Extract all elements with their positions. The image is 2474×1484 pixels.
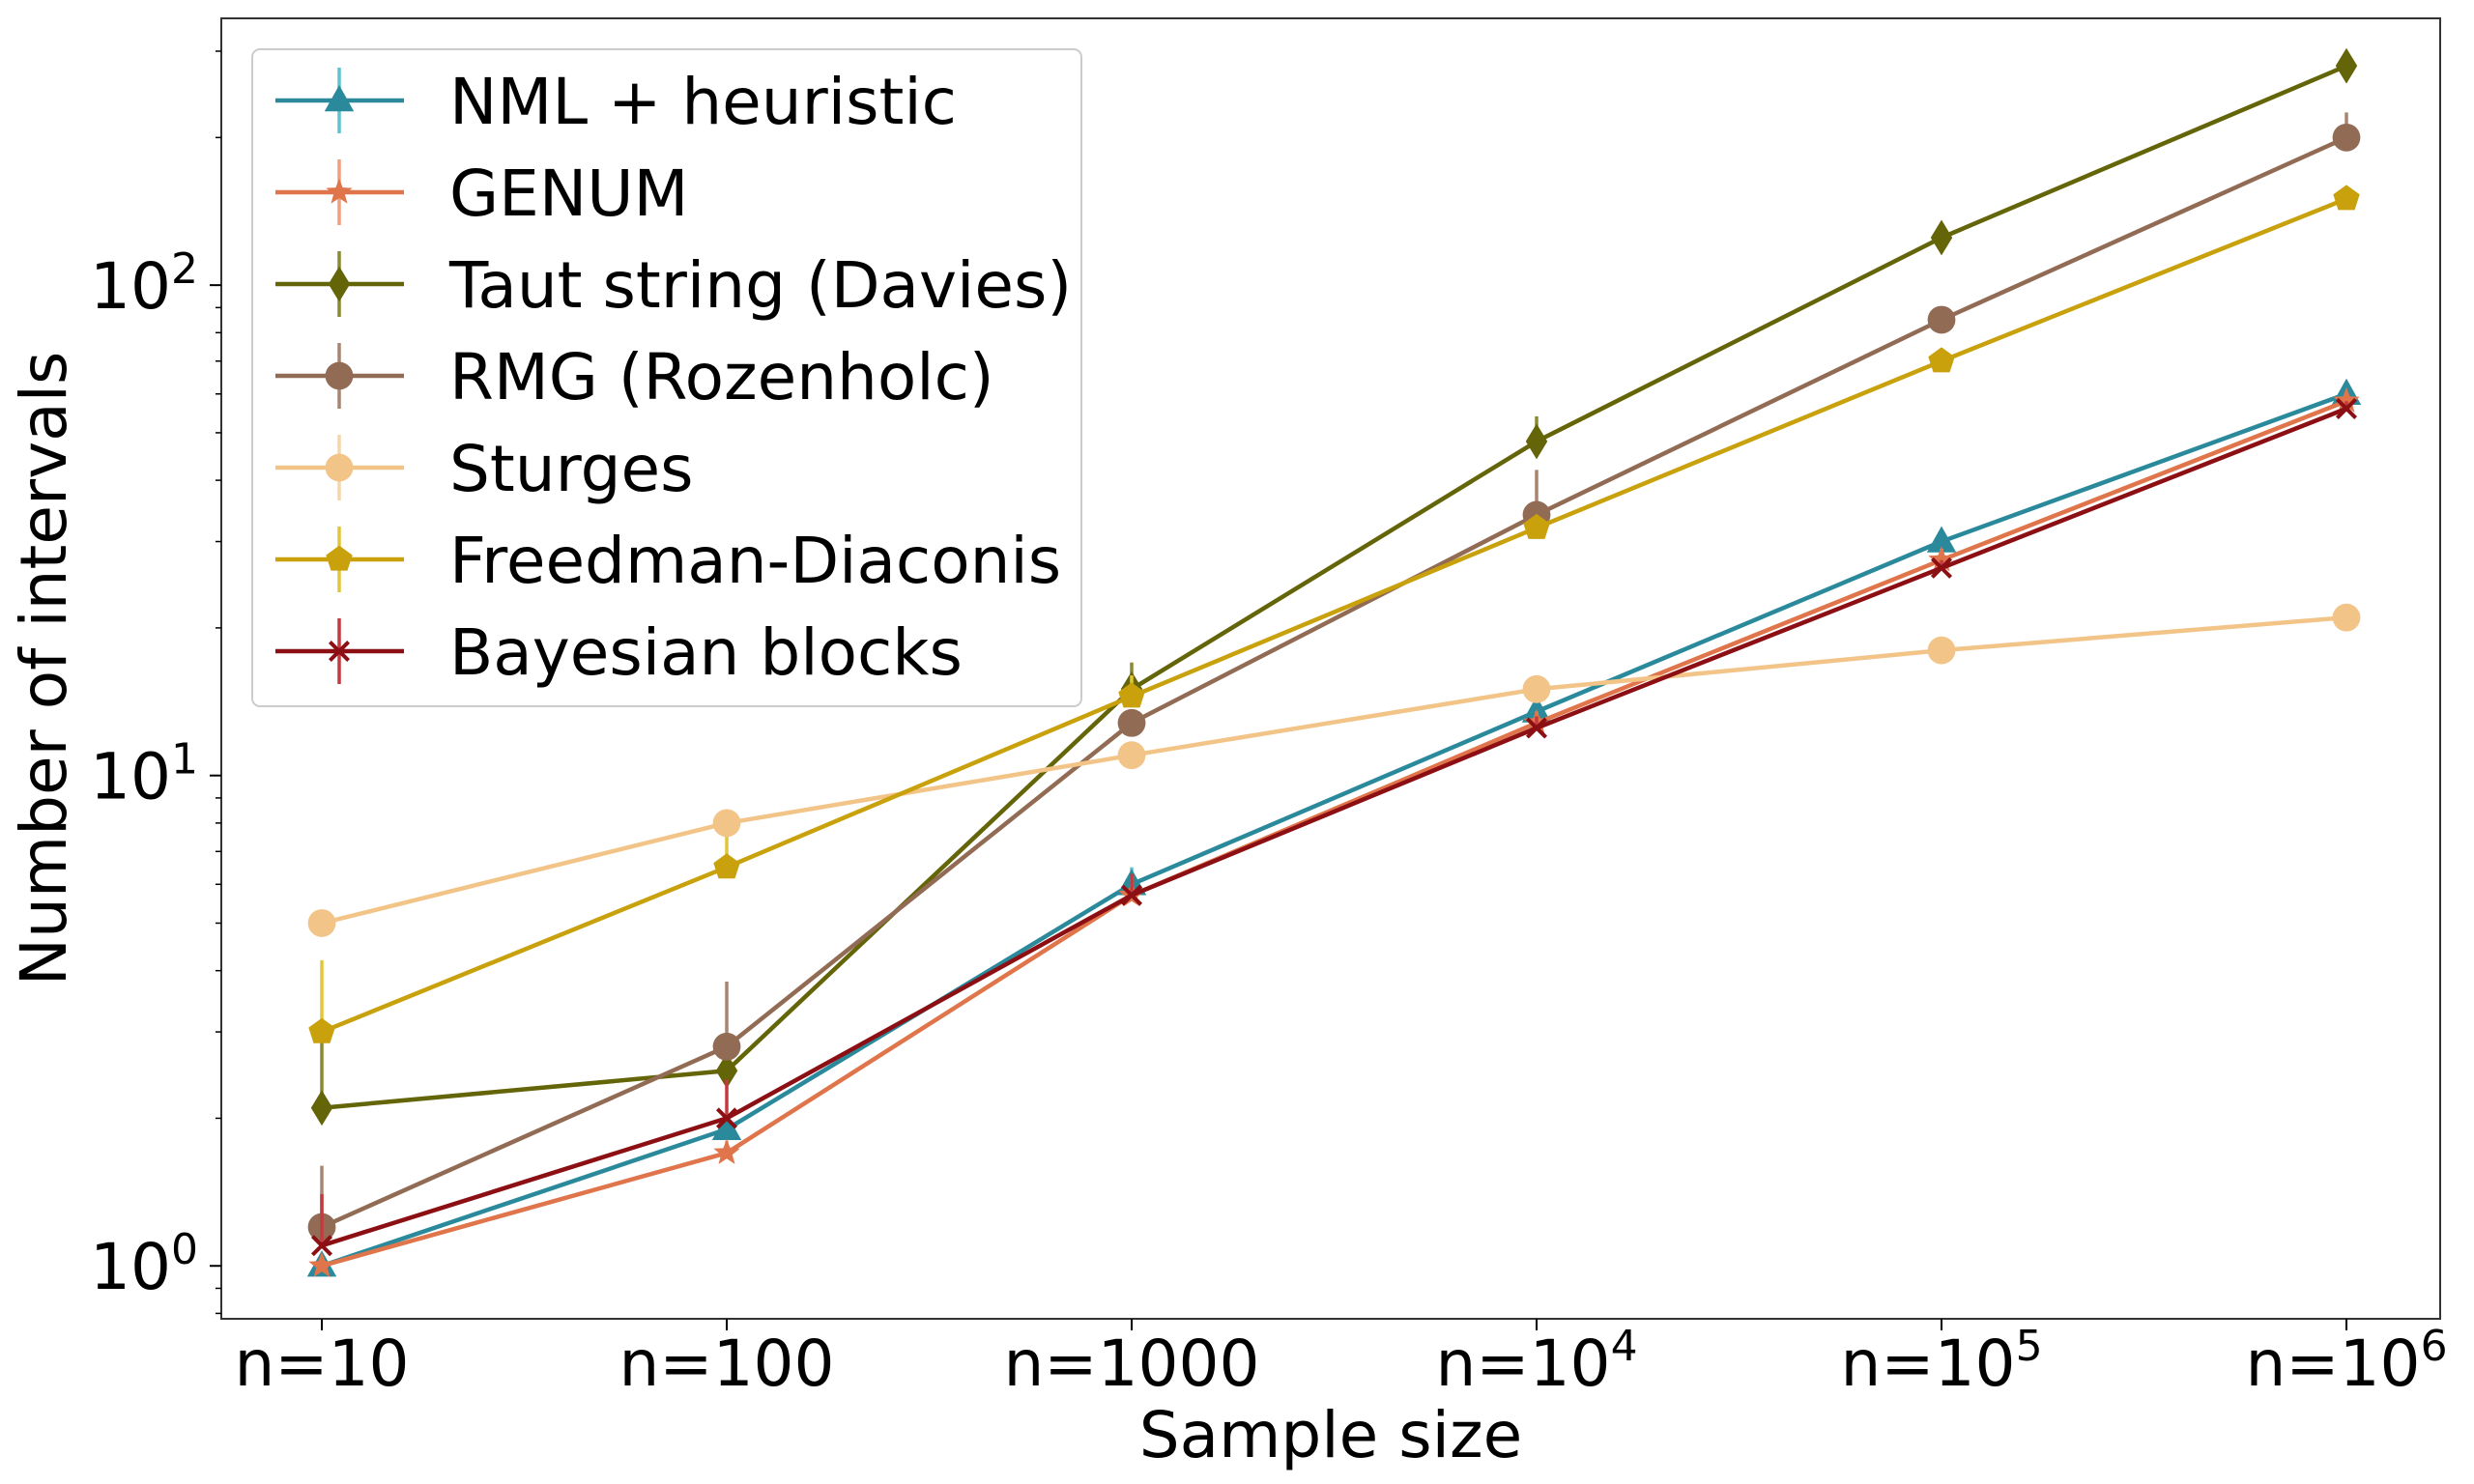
data-point: [713, 1138, 740, 1164]
data-point: [2332, 603, 2361, 632]
plot-frame: [220, 17, 2441, 1320]
data-point: [712, 1032, 741, 1061]
series-line: [321, 135, 2347, 1230]
legend-label: Taut string (Davies): [448, 248, 1072, 323]
legend-item: RMG (Rozenholc): [275, 340, 994, 414]
series-line: [321, 406, 2347, 1248]
legend-label: NML + heuristic: [449, 65, 957, 139]
data-point: [713, 853, 740, 879]
data-point: [2335, 397, 2358, 419]
x-axis-label: Sample size: [1139, 1398, 1522, 1472]
legend-item: NML + heuristic: [275, 65, 957, 139]
x-tick-label: n=106: [2245, 1322, 2447, 1401]
data-point: [712, 809, 741, 838]
data-point: [1927, 305, 1956, 334]
x-tick-label: n=104: [1435, 1322, 1637, 1401]
series-5: [307, 603, 2361, 937]
legend-item: GENUM: [275, 157, 688, 231]
data-point: [308, 1251, 335, 1277]
legend-marker: [326, 545, 353, 571]
data-point: [2333, 386, 2360, 413]
data-point: [1118, 682, 1145, 708]
data-point: [1525, 423, 1548, 460]
legend-marker: [326, 178, 353, 204]
series-7: [310, 397, 2358, 1257]
legend-marker: [325, 361, 354, 390]
legend-marker: [324, 85, 355, 112]
legend-label: Sturges: [449, 432, 693, 506]
x-tick-label: n=100: [618, 1327, 834, 1401]
series-layer: [306, 47, 2362, 1277]
data-point: [310, 1090, 333, 1127]
legend-label: GENUM: [449, 157, 688, 231]
legend-item: Sturges: [275, 432, 693, 506]
data-point: [1930, 219, 1953, 256]
data-point: [1930, 556, 1953, 579]
legend-label: RMG (Rozenholc): [449, 340, 994, 414]
series-line: [321, 614, 2347, 926]
data-point: [715, 1052, 738, 1089]
series-4: [307, 112, 2361, 1241]
legend-item: Freedman-Diaconis: [275, 524, 1061, 598]
series-line: [321, 391, 2347, 1269]
data-point: [2335, 47, 2358, 84]
y-tick-label: 102: [90, 244, 198, 324]
series-line: [321, 196, 2347, 1035]
legend-marker: [328, 266, 351, 302]
legend-item: Taut string (Davies): [275, 248, 1072, 323]
data-point: [1117, 708, 1146, 737]
y-tick-label: 100: [90, 1225, 198, 1304]
x-tick-label: n=1000: [1003, 1327, 1259, 1401]
data-point: [308, 1017, 335, 1043]
data-point: [1525, 717, 1548, 739]
y-tick-label: 101: [90, 735, 198, 814]
y-axis-label: Number of intervals: [7, 352, 81, 986]
x-tick-label: n=10: [234, 1327, 409, 1401]
data-point: [307, 909, 336, 937]
data-point: [310, 1235, 333, 1257]
x-tick-label: n=105: [1840, 1322, 2042, 1401]
axis-layer: n=10 n=100 n=1000 n=104 n=105 n=106 100 101 102: [90, 50, 2448, 1401]
legend-label: Bayesian blocks: [449, 615, 963, 690]
data-point: [2333, 185, 2360, 211]
legend: NML + heuristic GENUM Taut string (Davies)…: [251, 48, 1082, 707]
data-point: [1928, 546, 1955, 572]
data-point: [2332, 123, 2361, 152]
legend-box: [251, 48, 1082, 707]
legend-marker: [325, 453, 354, 482]
data-point: [1120, 884, 1143, 906]
data-point: [1927, 636, 1956, 665]
data-point: [1117, 741, 1146, 770]
data-point: [1928, 347, 1955, 373]
data-point: [1522, 674, 1551, 703]
data-point: [715, 1107, 738, 1129]
legend-marker: [328, 640, 351, 663]
data-point: [1926, 526, 1957, 553]
data-point: [1523, 513, 1550, 539]
series-line: [321, 399, 2347, 1269]
legend-label: Freedman-Diaconis: [449, 524, 1061, 598]
series-6: [308, 185, 2360, 1043]
data-point: [711, 1113, 742, 1140]
legend-item: Bayesian blocks: [275, 615, 963, 690]
